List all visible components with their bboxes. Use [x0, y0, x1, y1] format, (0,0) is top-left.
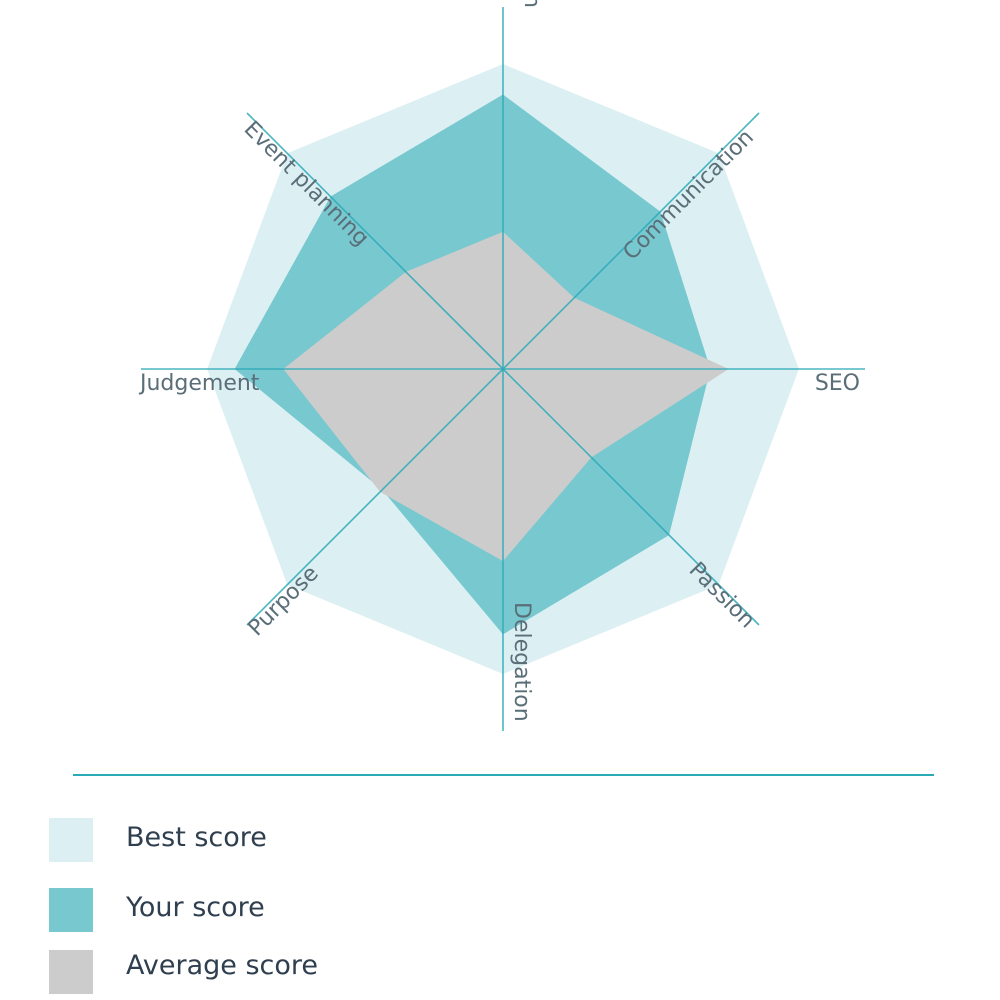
- legend-swatch-yours: [49, 888, 93, 932]
- axis-label-judgement: Judgement: [138, 371, 260, 396]
- legend-label-yours: Your score: [126, 892, 265, 923]
- axis-label-delegation: Delegation: [509, 602, 534, 722]
- legend-label-best: Best score: [126, 822, 267, 853]
- axis-label-prioritisation: Prioritisation: [519, 0, 544, 8]
- axis-line-purpose: [246, 368, 504, 626]
- radar-axes: [141, 7, 865, 731]
- axis-line-passion: [502, 368, 760, 626]
- axis-line-event-planning: [246, 112, 504, 370]
- axis-line-communication: [502, 112, 760, 370]
- axis-label-seo: SEO: [815, 371, 860, 396]
- legend-divider: [73, 774, 934, 776]
- legend-swatch-best: [49, 818, 93, 862]
- legend-swatch-average: [49, 950, 93, 994]
- radar-chart: PrioritisationCommunicationSEOPassionDel…: [138, 0, 865, 731]
- series-polygon-average-score: [283, 231, 729, 562]
- legend-label-average: Average score: [126, 950, 319, 981]
